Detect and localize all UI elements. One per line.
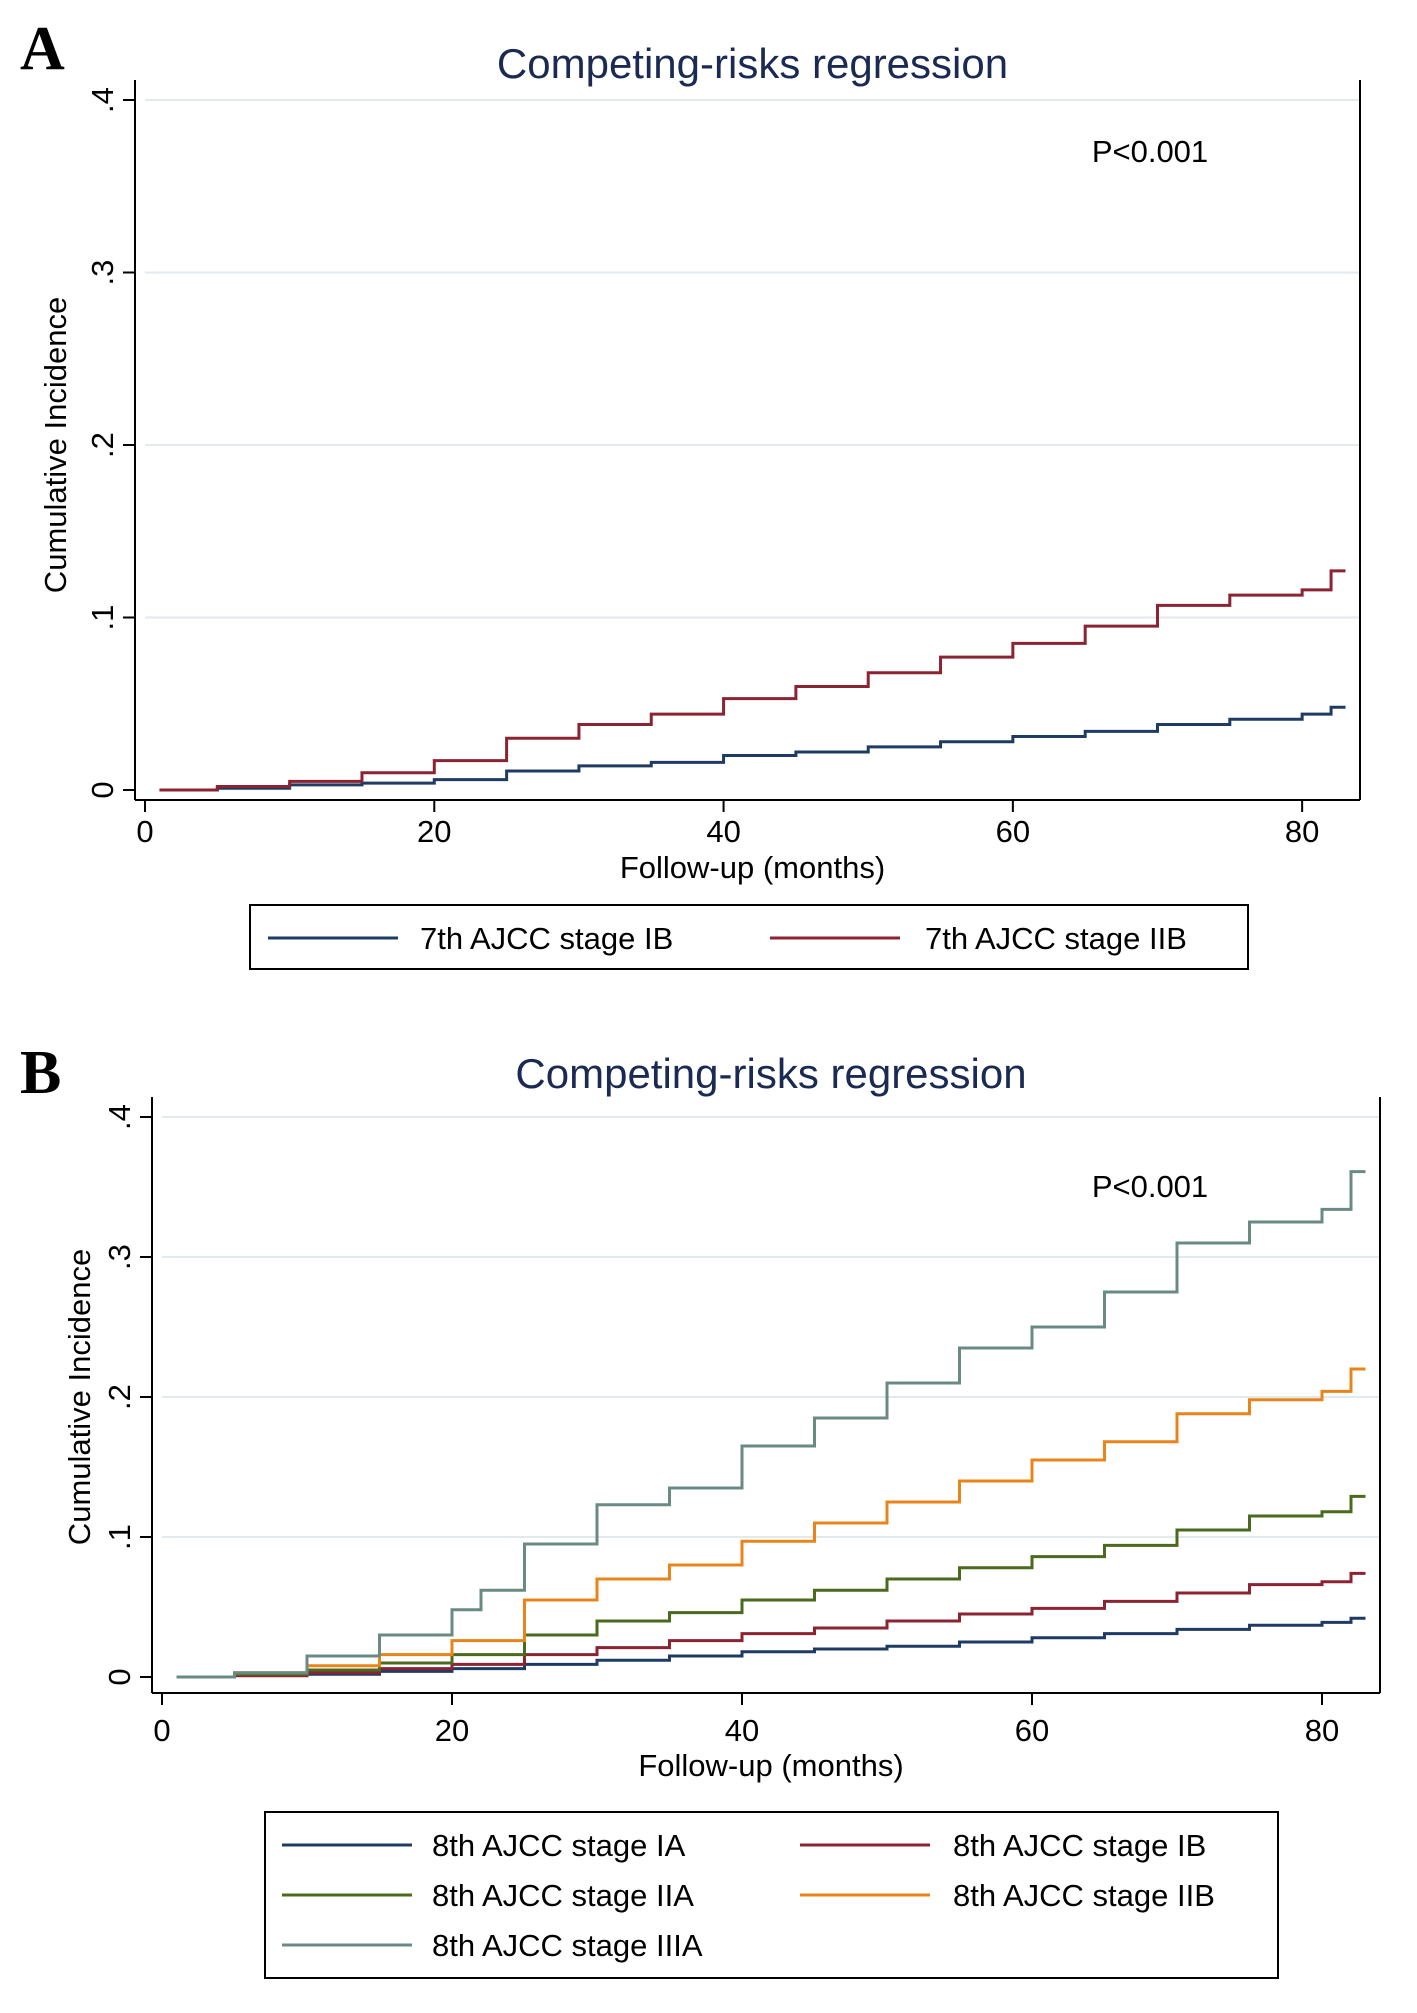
panel-b-legend-label-4: 8th AJCC stage IIIA xyxy=(432,1928,703,1963)
panel-b-x-tick-label-0: 0 xyxy=(153,1713,170,1748)
panel-a-y-tick-label-2: .2 xyxy=(85,432,120,458)
panel-b-y-tick-label-2: .2 xyxy=(102,1384,137,1410)
panel-a-y-tick-label-1: .1 xyxy=(85,605,120,631)
panel-b: B Competing-risks regression 0 .1 .2 .3 .4 0 20… xyxy=(0,1000,1417,2013)
panel-b-y-tick-label-1: .1 xyxy=(102,1524,137,1550)
panel-b-y-tick-label-3: .3 xyxy=(102,1244,137,1270)
panel-b-legend-label-0: 8th AJCC stage IA xyxy=(432,1828,686,1863)
panel-a-x-tick-label-3: 60 xyxy=(996,814,1030,849)
panel-b-x-tick-label-2: 40 xyxy=(725,1713,759,1748)
panel-a-x-tick-label-0: 0 xyxy=(136,814,153,849)
panel-b-x-tick-label-3: 60 xyxy=(1015,1713,1049,1748)
panel-a-x-tick-label-2: 40 xyxy=(706,814,740,849)
panel-a-legend-label-0: 7th AJCC stage IB xyxy=(420,921,673,956)
panel-a-y-tick-label-3: .3 xyxy=(85,260,120,286)
panel-a-y-tick-label-0: 0 xyxy=(85,781,120,798)
panel-b-series-line-4 xyxy=(176,1170,1366,1679)
panel-b-x-label: Follow-up (months) xyxy=(638,1748,903,1783)
panel-a-title: Competing-risks regression xyxy=(497,40,1008,87)
panel-b-y-tick-label-0: 0 xyxy=(102,1668,137,1685)
panel-a-x-tick-label-1: 20 xyxy=(417,814,451,849)
panel-a-series-line-0 xyxy=(159,705,1346,792)
panel-a-legend-label-1: 7th AJCC stage IIB xyxy=(925,921,1187,956)
panel-a-y-label: Cumulative Incidence xyxy=(38,297,73,593)
panel-b-letter: B xyxy=(20,1039,62,1107)
panel-b-title: Competing-risks regression xyxy=(515,1050,1026,1097)
panel-a-y-tick-label-4: .4 xyxy=(85,87,120,113)
panel-b-chart: Competing-risks regression 0 .1 .2 .3 .4 0 20 40… xyxy=(62,1050,1381,1979)
panel-a-x-label: Follow-up (months) xyxy=(620,850,885,885)
panel-a: A Competing-risks regression 0 .1 .2 .3 .4 0 20… xyxy=(0,0,1417,1000)
panel-a-legend-box xyxy=(249,904,1249,970)
panel-b-x-tick-label-4: 80 xyxy=(1305,1713,1339,1748)
panel-a-x-tick-label-4: 80 xyxy=(1285,814,1319,849)
panel-b-legend-label-2: 8th AJCC stage IIA xyxy=(432,1878,694,1913)
panel-b-series-line-0 xyxy=(176,1616,1366,1679)
panel-b-p-value: P<0.001 xyxy=(1092,1169,1208,1204)
panel-b-y-label: Cumulative Incidence xyxy=(62,1249,97,1545)
panel-b-series-line-1 xyxy=(176,1571,1366,1679)
panel-a-letter: A xyxy=(20,15,65,83)
panel-b-x-tick-label-1: 20 xyxy=(435,1713,469,1748)
panel-b-series-line-2 xyxy=(176,1494,1366,1679)
panel-b-y-tick-label-4: .4 xyxy=(102,1104,137,1130)
panel-a-p-value: P<0.001 xyxy=(1092,134,1208,169)
panel-b-legend-box xyxy=(264,1811,1279,1979)
panel-b-legend-label-3: 8th AJCC stage IIB xyxy=(953,1878,1215,1913)
panel-b-legend-label-1: 8th AJCC stage IB xyxy=(953,1828,1206,1863)
panel-a-series-line-1 xyxy=(159,569,1346,792)
panel-a-chart: Competing-risks regression 0 .1 .2 .3 .4 0 20 40… xyxy=(38,40,1361,970)
